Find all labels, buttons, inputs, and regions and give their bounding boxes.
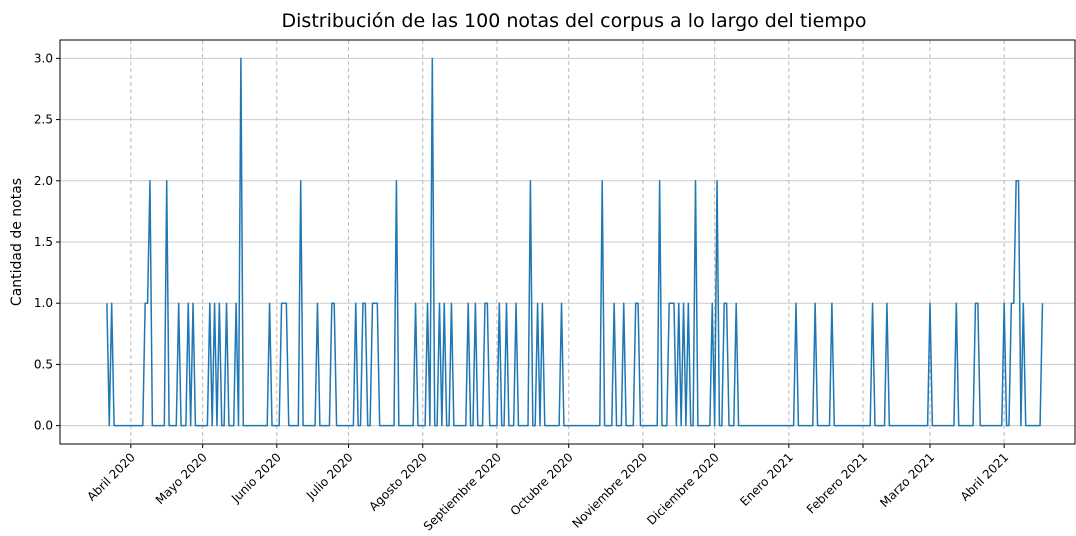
x-tick-label: Marzo 2021 [877,450,937,510]
y-axis-label: Cantidad de notas [9,178,25,306]
x-tick-label: Julio 2020 [303,450,356,503]
y-tick-label: 2.5 [34,113,53,127]
y-tick-label: 3.0 [34,51,53,65]
y-tick-label: 2.0 [34,174,53,188]
x-tick-label: Febrero 2021 [804,450,870,516]
x-tick-label: Abril 2021 [958,450,1012,504]
plot-frame [59,39,1076,445]
y-tick-label: 1.5 [34,235,53,249]
data-line [106,57,1044,427]
y-tick-label: 0.5 [34,357,53,371]
x-tick-label: Enero 2021 [737,450,796,509]
x-tick-label: Septiembre 2020 [421,450,504,533]
x-tick-label: Noviembre 2020 [569,450,650,531]
x-tick-label: Octubre 2020 [508,450,576,518]
x-tick-label: Mayo 2020 [153,450,210,507]
x-tick-label: Agosto 2020 [366,450,430,514]
x-tick-label: Diciembre 2020 [644,450,722,528]
x-tick-label: Abril 2020 [84,450,138,504]
x-tick-label: Junio 2020 [228,450,284,506]
y-tick-label: 0.0 [34,419,53,433]
chart-title: Distribución de las 100 notas del corpus… [282,10,867,32]
y-tick-label: 1.0 [34,296,53,310]
